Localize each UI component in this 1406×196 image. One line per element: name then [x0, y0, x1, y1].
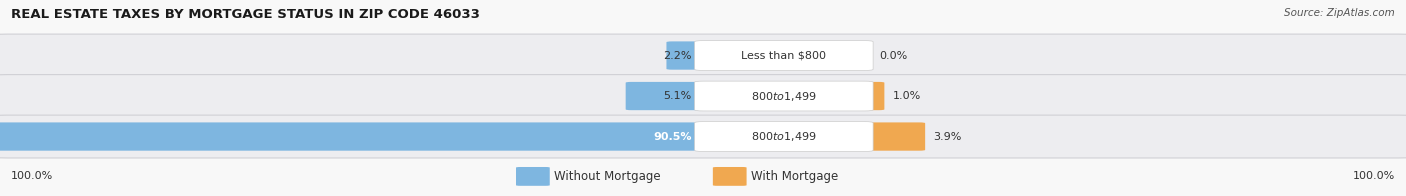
FancyBboxPatch shape: [516, 167, 550, 186]
FancyBboxPatch shape: [666, 41, 709, 70]
Text: 100.0%: 100.0%: [11, 171, 53, 181]
FancyBboxPatch shape: [0, 122, 709, 151]
Text: 3.9%: 3.9%: [934, 132, 962, 142]
Text: 90.5%: 90.5%: [654, 132, 692, 142]
FancyBboxPatch shape: [0, 34, 1406, 77]
FancyBboxPatch shape: [626, 82, 709, 110]
Text: $800 to $1,499: $800 to $1,499: [751, 90, 817, 103]
Text: REAL ESTATE TAXES BY MORTGAGE STATUS IN ZIP CODE 46033: REAL ESTATE TAXES BY MORTGAGE STATUS IN …: [11, 8, 479, 21]
Text: 0.0%: 0.0%: [879, 51, 907, 61]
FancyBboxPatch shape: [0, 115, 1406, 158]
FancyBboxPatch shape: [0, 75, 1406, 117]
Text: 1.0%: 1.0%: [893, 91, 921, 101]
Text: Source: ZipAtlas.com: Source: ZipAtlas.com: [1284, 8, 1395, 18]
FancyBboxPatch shape: [695, 122, 873, 152]
Text: Less than $800: Less than $800: [741, 51, 827, 61]
Text: 5.1%: 5.1%: [664, 91, 692, 101]
FancyBboxPatch shape: [859, 122, 925, 151]
Text: With Mortgage: With Mortgage: [751, 170, 838, 183]
FancyBboxPatch shape: [713, 167, 747, 186]
FancyBboxPatch shape: [859, 82, 884, 110]
Text: 100.0%: 100.0%: [1353, 171, 1395, 181]
Text: 2.2%: 2.2%: [664, 51, 692, 61]
Text: Without Mortgage: Without Mortgage: [554, 170, 661, 183]
Text: $800 to $1,499: $800 to $1,499: [751, 130, 817, 143]
FancyBboxPatch shape: [695, 41, 873, 70]
FancyBboxPatch shape: [695, 81, 873, 111]
